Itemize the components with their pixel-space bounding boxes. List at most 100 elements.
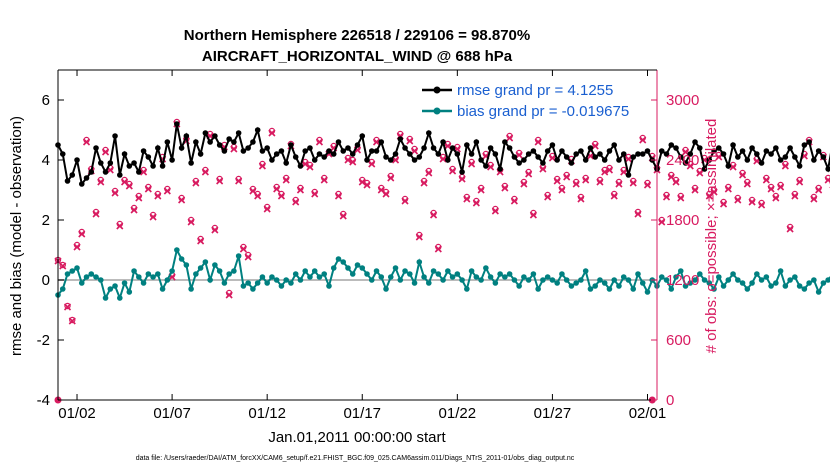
bias-point — [259, 274, 266, 280]
rmse-point — [136, 169, 142, 175]
obs-assimilated-point — [178, 196, 186, 204]
rmse-point — [364, 157, 370, 163]
rmse-point — [402, 145, 408, 151]
obs-assimilated-point — [520, 180, 528, 188]
rmse-point — [383, 154, 389, 160]
rmse-point — [796, 163, 803, 169]
obs-assimilated-point — [97, 178, 105, 186]
rmse-point — [349, 151, 356, 157]
bias-point — [392, 265, 399, 271]
rmse-point — [169, 157, 175, 163]
rmse-point — [335, 139, 342, 145]
obs-assimilated-point — [734, 196, 742, 204]
rmse-point — [630, 154, 637, 160]
rmse-point — [758, 160, 765, 166]
bias-point — [64, 271, 71, 277]
bias-point — [530, 271, 537, 277]
x-tick-label: 01/22 — [439, 405, 477, 422]
bias-point — [136, 274, 142, 280]
bias-point — [658, 274, 665, 280]
obs-assimilated-point — [463, 195, 471, 203]
bias-point — [340, 259, 347, 265]
bias-point — [497, 271, 503, 277]
obs-assimilated-point — [605, 166, 614, 174]
bias-point — [269, 274, 275, 280]
bias-point — [635, 271, 641, 277]
obs-assimilated-point — [748, 198, 756, 206]
obs-assimilated-point — [358, 178, 366, 186]
bias-point — [606, 286, 613, 292]
bias-point — [426, 280, 432, 286]
bias-point — [174, 247, 180, 253]
bias-point — [459, 277, 465, 283]
obs-assimilated-point — [439, 155, 447, 163]
obs-assimilated-point — [658, 218, 666, 226]
rmse-point — [658, 148, 665, 154]
x-tick-label: 01/17 — [343, 405, 381, 422]
obs-assimilated-point — [572, 180, 580, 188]
x-tick-label: 01/12 — [248, 405, 286, 422]
rmse-point — [426, 130, 432, 136]
rmse-point — [530, 148, 537, 154]
bias-point — [193, 271, 199, 277]
obs-assimilated-point — [63, 303, 72, 311]
obs-assimilated-point — [292, 198, 300, 206]
rmse-point — [226, 136, 232, 142]
rmse-point — [606, 148, 613, 154]
rmse-point — [777, 157, 784, 163]
rmse-point — [164, 139, 171, 145]
rmse-point — [521, 157, 527, 163]
bias-point — [88, 271, 95, 277]
bias-point — [692, 277, 698, 283]
rmse-point — [711, 148, 717, 154]
bias-point — [345, 265, 351, 271]
bias-point — [402, 268, 408, 274]
rmse-point — [174, 121, 180, 127]
bias-point — [582, 268, 589, 274]
y-right-tick-label: 1200 — [666, 272, 699, 289]
obs-assimilated-point — [230, 145, 238, 153]
rmse-point — [278, 148, 285, 154]
obs-assimilated-point — [434, 245, 442, 253]
rmse-point — [568, 160, 575, 166]
obs-assimilated-point — [525, 170, 533, 178]
rmse-point — [716, 145, 722, 151]
bias-point — [777, 268, 784, 274]
bias-point — [735, 277, 741, 283]
bias-point — [506, 271, 513, 277]
obs-assimilated-point — [387, 174, 395, 182]
bias-point — [93, 274, 99, 280]
obs-assimilated-point — [615, 180, 623, 188]
rmse-point — [739, 148, 746, 154]
bias-point — [573, 280, 579, 286]
obs-assimilated-point — [506, 134, 514, 142]
obs-assimilated-point — [82, 138, 91, 146]
bias-point — [620, 274, 627, 280]
bias-point — [440, 277, 446, 283]
bias-point — [178, 256, 185, 262]
bias-point — [701, 277, 708, 283]
bias-point — [316, 274, 323, 280]
rmse-point — [782, 154, 789, 160]
obs-assimilated-point — [553, 177, 561, 185]
rmse-point — [768, 151, 774, 157]
rmse-point — [811, 157, 817, 163]
rmse-point — [159, 163, 166, 169]
rmse-point — [673, 145, 679, 151]
bias-point — [483, 265, 489, 271]
obs-assimilated-point — [273, 185, 281, 193]
rmse-point — [625, 172, 632, 178]
bias-point — [720, 283, 727, 289]
legend-bias-text: bias grand pr = -0.019675 — [457, 103, 629, 120]
bias-point — [212, 262, 218, 268]
bias-point — [140, 280, 147, 286]
bias-point — [825, 277, 830, 283]
bias-point — [782, 283, 789, 289]
bias-point — [487, 274, 494, 280]
bias-point — [145, 271, 152, 277]
rmse-point — [468, 151, 475, 157]
bias-point — [568, 283, 575, 289]
bias-point — [464, 286, 470, 292]
bias-point — [159, 286, 166, 292]
rmse-point — [188, 160, 194, 166]
